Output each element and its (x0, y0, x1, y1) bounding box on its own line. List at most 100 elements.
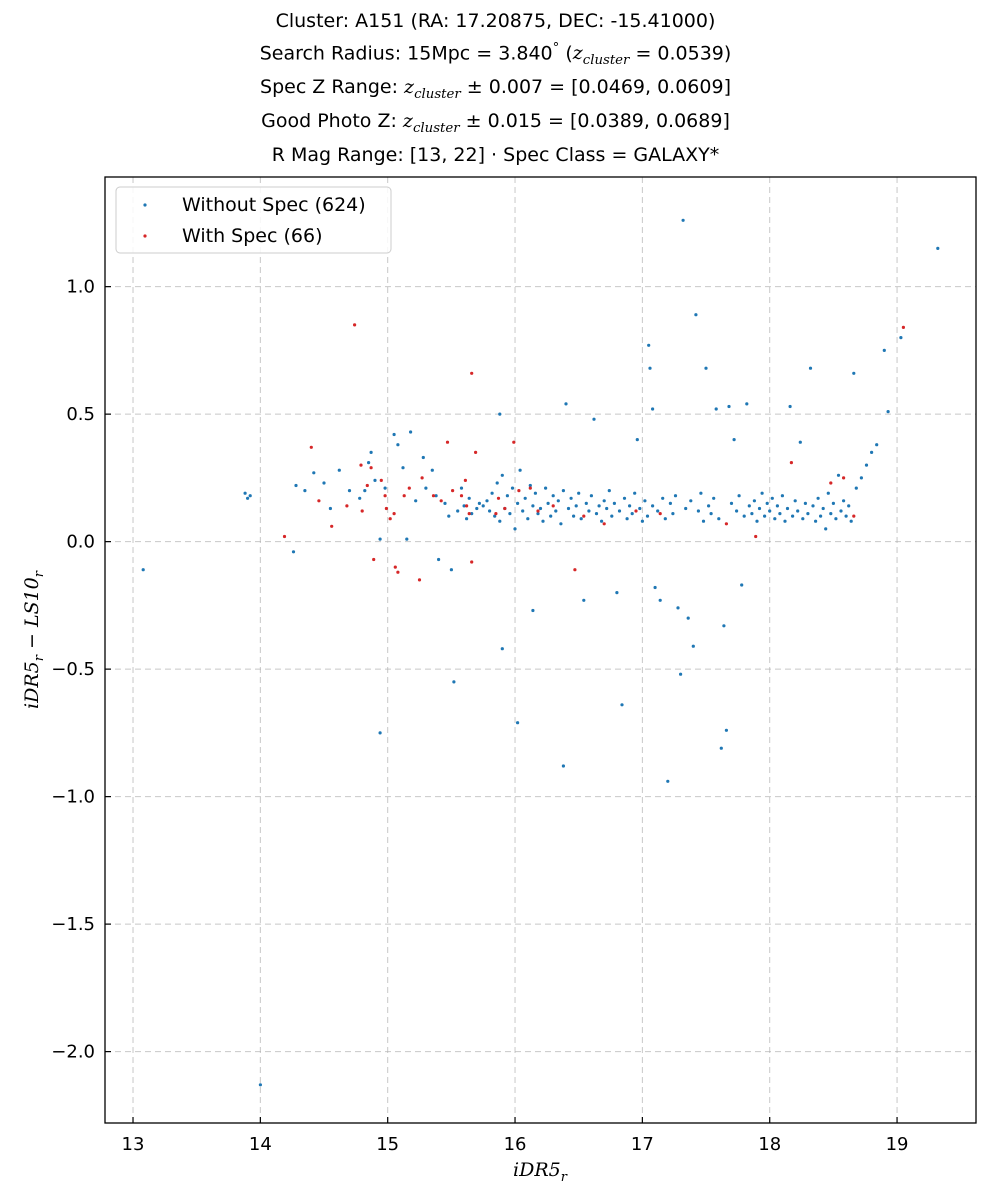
y-tick-label: 0.5 (66, 404, 95, 425)
data-point (409, 430, 413, 434)
data-point (842, 499, 846, 503)
data-point (396, 570, 400, 574)
data-point (572, 514, 576, 518)
data-point (732, 438, 736, 442)
data-point (512, 440, 516, 444)
data-point (347, 489, 352, 493)
data-point (582, 598, 586, 602)
data-point (528, 483, 532, 488)
data-point (424, 486, 428, 490)
data-point (901, 325, 906, 329)
data-point (610, 514, 614, 518)
title-spec-z-label: Spec Z Range: (260, 76, 398, 99)
data-point (554, 509, 558, 513)
data-point (379, 478, 383, 482)
data-point (647, 343, 651, 347)
data-point (317, 499, 321, 503)
z-cluster-symbol: zcluster (572, 42, 630, 68)
data-point (294, 483, 298, 488)
data-point (531, 608, 535, 613)
data-point (775, 504, 780, 508)
y-tick-label: −2.0 (51, 1042, 95, 1063)
data-point (330, 524, 334, 528)
data-point (714, 407, 718, 411)
data-point (384, 506, 388, 511)
z-subscript: cluster (582, 53, 630, 69)
data-point (788, 404, 792, 409)
data-point (363, 489, 367, 493)
data-point (459, 486, 464, 490)
data-point (369, 466, 373, 470)
data-point (431, 494, 436, 498)
data-point (638, 506, 642, 511)
data-point (844, 514, 848, 518)
legend-marker-with-spec (143, 234, 147, 238)
data-point (763, 514, 767, 518)
data-point (358, 496, 362, 500)
x-tick-label: 15 (376, 1134, 399, 1155)
data-point (447, 514, 451, 518)
data-point (541, 519, 545, 523)
data-point (819, 514, 823, 518)
data-point (742, 514, 746, 518)
data-point (719, 746, 723, 750)
data-point (517, 489, 521, 493)
data-point (523, 496, 527, 500)
data-point (612, 501, 617, 505)
data-point (378, 537, 382, 541)
data-point (246, 496, 250, 500)
data-point (510, 486, 515, 490)
data-point (556, 499, 560, 503)
data-point (402, 494, 406, 498)
data-point (587, 509, 591, 513)
data-point (383, 494, 387, 498)
data-point (936, 246, 940, 250)
data-point (495, 481, 499, 485)
data-point (465, 517, 469, 521)
title-photo-z-label: Good Photo Z: (261, 109, 397, 132)
data-point (518, 468, 522, 472)
data-point (663, 517, 667, 521)
data-point (625, 517, 629, 521)
data-point (886, 410, 890, 414)
data-point (383, 486, 387, 490)
data-point (566, 506, 571, 511)
data-point (405, 537, 409, 541)
data-point (396, 443, 400, 447)
data-point (353, 323, 357, 327)
y-tick-label: 0.0 (66, 532, 95, 553)
y-tick-label: −0.5 (51, 659, 95, 680)
data-point (392, 511, 396, 516)
data-point (462, 504, 466, 508)
y-axis-label-minus-ls10: − LS10 (21, 577, 43, 655)
data-point (589, 494, 594, 498)
x-tick-label: 16 (504, 1134, 527, 1155)
data-point (811, 504, 815, 508)
data-point (248, 494, 252, 498)
data-point (401, 466, 405, 470)
chart-title-block: Cluster: A151 (RA: 17.20875, DEC: -15.41… (0, 8, 991, 169)
data-point (470, 371, 474, 375)
data-point (847, 504, 851, 508)
data-point (640, 519, 645, 523)
data-point (661, 496, 665, 500)
data-point (439, 499, 443, 503)
data-point (798, 440, 802, 444)
data-point (635, 438, 639, 442)
data-point (393, 565, 397, 569)
axis-ticks: 13 14 15 16 17 18 19 −2.0 −1.5 −1.0 −0.5 0.0 0.5 1.0 (51, 277, 908, 1155)
data-point (707, 504, 711, 508)
data-point (617, 509, 622, 513)
data-point (303, 489, 307, 493)
data-point (684, 506, 688, 511)
data-point (836, 473, 841, 477)
data-point (372, 557, 376, 562)
data-point (309, 445, 313, 449)
data-point (651, 407, 655, 411)
x-axis-label-subscript: r (561, 1170, 568, 1185)
data-point (755, 519, 759, 523)
z-letter: z (572, 42, 583, 65)
data-point (551, 494, 555, 498)
data-point (282, 534, 287, 539)
